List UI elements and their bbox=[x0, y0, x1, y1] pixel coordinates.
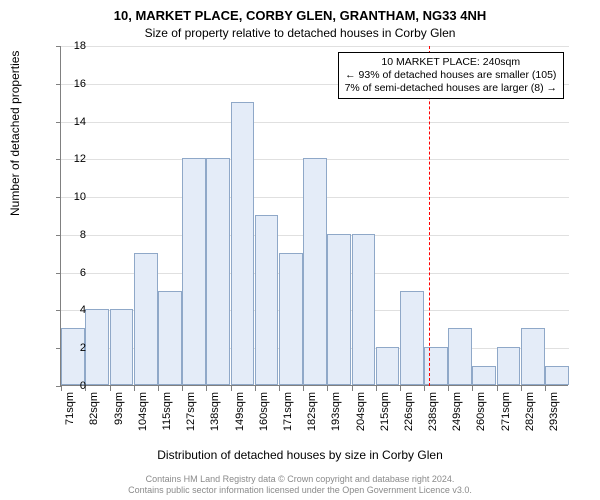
x-tick-label: 71sqm bbox=[64, 392, 76, 442]
page-subtitle: Size of property relative to detached ho… bbox=[0, 24, 600, 40]
histogram-bar bbox=[182, 158, 206, 385]
x-tick-mark bbox=[521, 386, 522, 391]
x-tick-mark bbox=[255, 386, 256, 391]
x-tick-label: 226sqm bbox=[403, 392, 415, 442]
y-gridline bbox=[61, 46, 569, 47]
y-gridline bbox=[61, 122, 569, 123]
histogram-bar bbox=[255, 215, 279, 385]
x-tick-mark bbox=[206, 386, 207, 391]
y-tick-label: 16 bbox=[56, 78, 86, 90]
histogram-bar bbox=[61, 328, 85, 385]
x-tick-label: 204sqm bbox=[355, 392, 367, 442]
x-tick-label: 249sqm bbox=[451, 392, 463, 442]
y-tick-label: 18 bbox=[56, 40, 86, 52]
x-tick-mark bbox=[352, 386, 353, 391]
y-tick-label: 12 bbox=[56, 153, 86, 165]
x-tick-label: 215sqm bbox=[379, 392, 391, 442]
x-tick-mark bbox=[158, 386, 159, 391]
histogram-bar bbox=[279, 253, 303, 385]
x-tick-label: 149sqm bbox=[234, 392, 246, 442]
x-tick-mark bbox=[448, 386, 449, 391]
histogram-bar bbox=[231, 102, 255, 385]
footer: Contains HM Land Registry data © Crown c… bbox=[0, 474, 600, 496]
histogram-bar bbox=[521, 328, 545, 385]
x-tick-label: 282sqm bbox=[524, 392, 536, 442]
x-tick-mark bbox=[400, 386, 401, 391]
y-tick-label: 8 bbox=[56, 229, 86, 241]
x-tick-label: 293sqm bbox=[548, 392, 560, 442]
x-tick-mark bbox=[303, 386, 304, 391]
y-tick-label: 14 bbox=[56, 116, 86, 128]
histogram-bar bbox=[134, 253, 158, 385]
y-tick-label: 6 bbox=[56, 267, 86, 279]
callout-box: 10 MARKET PLACE: 240sqm← 93% of detached… bbox=[338, 52, 564, 99]
footer-line2: Contains public sector information licen… bbox=[128, 485, 472, 495]
x-tick-mark bbox=[182, 386, 183, 391]
x-tick-label: 260sqm bbox=[475, 392, 487, 442]
y-tick-label: 0 bbox=[56, 380, 86, 392]
histogram-bar bbox=[327, 234, 351, 385]
y-tick-label: 4 bbox=[56, 304, 86, 316]
x-tick-label: 93sqm bbox=[113, 392, 125, 442]
histogram-bar bbox=[110, 309, 134, 385]
x-tick-label: 115sqm bbox=[161, 392, 173, 442]
x-tick-mark bbox=[424, 386, 425, 391]
x-tick-mark bbox=[497, 386, 498, 391]
x-axis-label: Distribution of detached houses by size … bbox=[0, 448, 600, 462]
footer-line1: Contains HM Land Registry data © Crown c… bbox=[146, 474, 455, 484]
x-tick-label: 238sqm bbox=[427, 392, 439, 442]
x-tick-label: 271sqm bbox=[500, 392, 512, 442]
page-title: 10, MARKET PLACE, CORBY GLEN, GRANTHAM, … bbox=[0, 0, 600, 24]
callout-line3: 7% of semi-detached houses are larger (8… bbox=[345, 82, 557, 95]
histogram-bar bbox=[545, 366, 569, 385]
callout-line1: 10 MARKET PLACE: 240sqm bbox=[345, 56, 557, 69]
x-tick-label: 193sqm bbox=[330, 392, 342, 442]
histogram-bar bbox=[448, 328, 472, 385]
x-tick-mark bbox=[327, 386, 328, 391]
x-tick-mark bbox=[231, 386, 232, 391]
histogram-bar bbox=[85, 309, 109, 385]
x-tick-label: 82sqm bbox=[88, 392, 100, 442]
histogram-bar bbox=[352, 234, 376, 385]
histogram-bar bbox=[303, 158, 327, 385]
x-tick-mark bbox=[110, 386, 111, 391]
x-tick-label: 182sqm bbox=[306, 392, 318, 442]
x-tick-label: 138sqm bbox=[209, 392, 221, 442]
y-axis-label: Number of detached properties bbox=[8, 51, 22, 216]
x-tick-mark bbox=[376, 386, 377, 391]
x-tick-label: 127sqm bbox=[185, 392, 197, 442]
histogram-bar bbox=[206, 158, 230, 385]
callout-line2: ← 93% of detached houses are smaller (10… bbox=[345, 69, 557, 82]
x-tick-label: 104sqm bbox=[137, 392, 149, 442]
histogram-bar bbox=[424, 347, 448, 385]
histogram-bar bbox=[376, 347, 400, 385]
x-tick-label: 160sqm bbox=[258, 392, 270, 442]
histogram-bar bbox=[400, 291, 424, 385]
x-tick-mark bbox=[472, 386, 473, 391]
y-tick-label: 10 bbox=[56, 191, 86, 203]
histogram-bar bbox=[497, 347, 521, 385]
y-tick-label: 2 bbox=[56, 342, 86, 354]
x-tick-mark bbox=[545, 386, 546, 391]
x-tick-label: 171sqm bbox=[282, 392, 294, 442]
histogram-bar bbox=[158, 291, 182, 385]
x-tick-mark bbox=[279, 386, 280, 391]
x-tick-mark bbox=[134, 386, 135, 391]
histogram-bar bbox=[472, 366, 496, 385]
page-root: 10, MARKET PLACE, CORBY GLEN, GRANTHAM, … bbox=[0, 0, 600, 500]
